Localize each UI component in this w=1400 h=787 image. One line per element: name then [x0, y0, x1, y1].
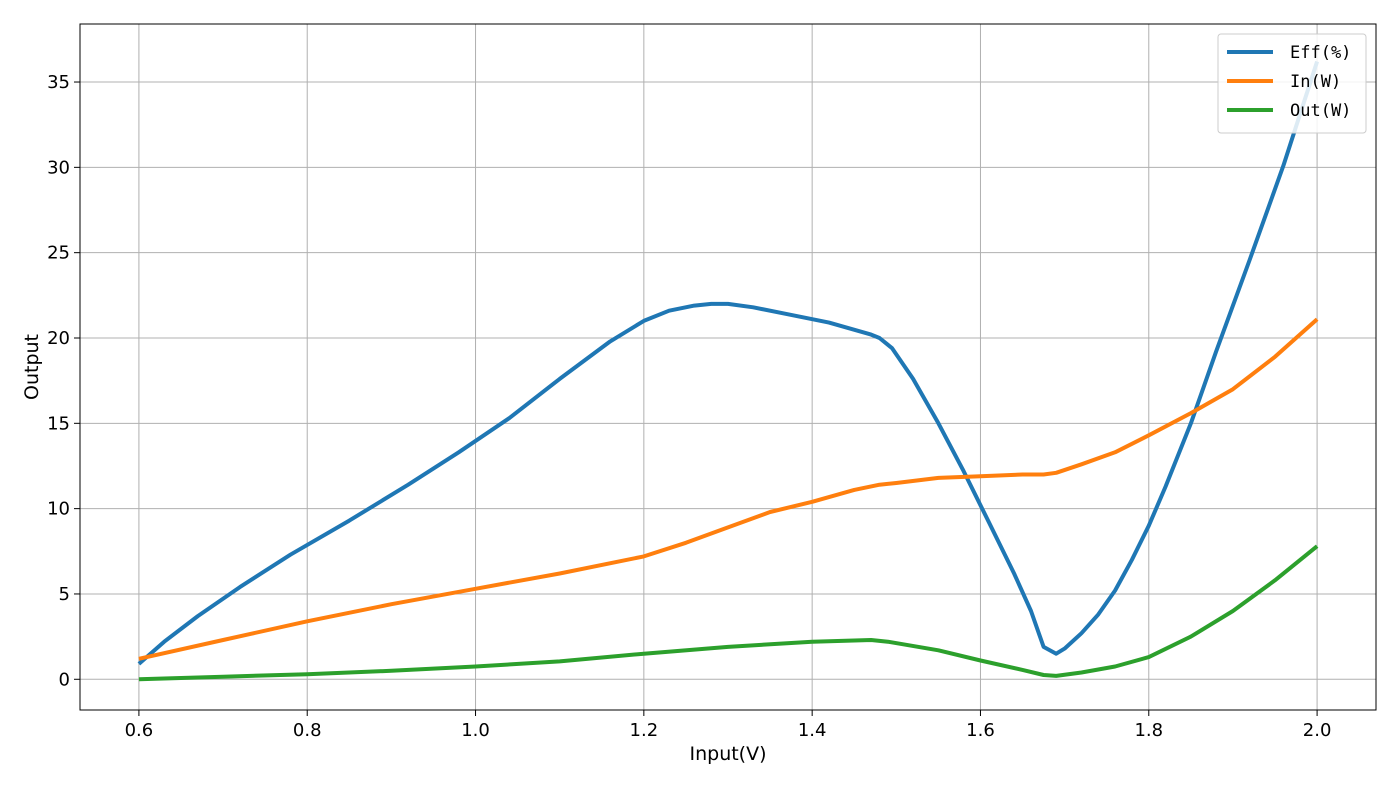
y-axis-label: Output	[21, 334, 43, 400]
y-tick-label: 5	[59, 584, 70, 605]
x-tick-label: 1.2	[630, 720, 659, 741]
series-lines	[137, 60, 1320, 682]
y-tick-label: 35	[47, 72, 70, 93]
x-axis-ticks: 0.6 0.8 1.0 1.2 1.4 1.6 1.8 2.0	[125, 710, 1332, 741]
x-tick-label: 2.0	[1303, 720, 1332, 741]
x-tick-label: 0.8	[293, 720, 322, 741]
x-tick-label: 1.8	[1134, 720, 1163, 741]
series-line-0	[137, 60, 1320, 666]
grid	[80, 24, 1376, 710]
legend: Eff(%) In(W) Out(W)	[1217, 33, 1367, 134]
y-tick-label: 30	[47, 157, 70, 178]
y-tick-label: 0	[59, 669, 70, 690]
y-axis-ticks: 0 5 10 15 20 25 30 35	[47, 72, 80, 690]
y-tick-label: 20	[47, 328, 70, 349]
legend-entry-label: In(W)	[1290, 72, 1341, 92]
x-tick-label: 1.6	[966, 720, 995, 741]
y-tick-label: 25	[47, 243, 70, 264]
y-tick-label: 15	[47, 413, 70, 434]
plot-frame	[79, 23, 1377, 711]
legend-entry-label: Eff(%)	[1290, 43, 1351, 63]
legend-entry-label: Out(W)	[1290, 101, 1351, 121]
y-tick-label: 10	[47, 499, 70, 520]
x-tick-label: 0.6	[125, 720, 154, 741]
x-tick-label: 1.4	[798, 720, 827, 741]
series-line-1	[138, 317, 1319, 661]
series-line-2	[138, 544, 1319, 682]
x-axis-label: Input(V)	[689, 743, 766, 765]
x-tick-label: 1.0	[461, 720, 490, 741]
